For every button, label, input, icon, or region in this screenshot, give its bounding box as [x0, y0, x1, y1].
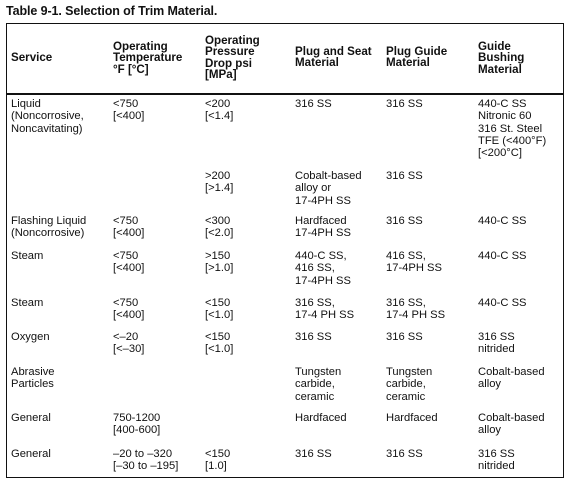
row-flashing-pressure: <300 [<2.0] [205, 215, 234, 240]
header-service: Service [11, 51, 53, 64]
row-liquid-plug-seat: 316 SS [295, 98, 332, 110]
row-abrasive-bushing: Cobalt-based alloy [478, 366, 545, 391]
row-steam-low-pressure: <150 [<1.0] [205, 297, 234, 322]
row-flashing-service: Flashing Liquid (Noncorrosive) [11, 215, 87, 240]
row-steam-low-service: Steam [11, 297, 44, 309]
row-oxygen-pressure: <150 [<1.0] [205, 331, 234, 356]
row-flashing-plug-guide: 316 SS [386, 215, 423, 227]
row-oxygen-bushing: 316 SS nitrided [478, 331, 515, 356]
row-liquid-bushing: 440-C SS Nitronic 60 316 St. Steel TFE (… [478, 98, 547, 160]
row-liquid-service: Liquid (Noncorrosive, Noncavitating) [11, 98, 84, 135]
row-abrasive-plug-guide: Tungsten carbide, ceramic [386, 366, 433, 403]
row-liquid-pressure: <200 [<1.4] [205, 98, 234, 123]
row-flashing-plug-seat: Hardfaced 17-4PH SS [295, 215, 351, 240]
row-steam-high-plug-guide: 416 SS, 17-4PH SS [386, 250, 442, 275]
row-steam-high-service: Steam [11, 250, 44, 262]
row-liquid-high-dp-plug-seat: Cobalt-based alloy or 17-4PH SS [295, 170, 362, 207]
row-liquid-high-dp-plug-guide: 316 SS [386, 170, 423, 182]
row-steam-low-temperature: <750 [<400] [113, 297, 145, 322]
header-operating-temperature: Operating Temperature °F [°C] [113, 40, 183, 76]
row-steam-high-pressure: >150 [>1.0] [205, 250, 234, 275]
row-general-high-temp-bushing: Cobalt-based alloy [478, 412, 545, 437]
row-general-cryo-plug-seat: 316 SS [295, 448, 332, 460]
row-general-high-temp-temperature: 750-1200 [400-600] [113, 412, 161, 437]
row-steam-high-bushing: 440-C SS [478, 250, 527, 262]
row-general-high-temp-plug-guide: Hardfaced [386, 412, 438, 424]
row-abrasive-plug-seat: Tungsten carbide, ceramic [295, 366, 342, 403]
row-general-cryo-bushing: 316 SS nitrided [478, 448, 515, 473]
row-general-cryo-plug-guide: 316 SS [386, 448, 423, 460]
header-plug-seat-material: Plug and Seat Material [295, 45, 372, 70]
row-oxygen-plug-guide: 316 SS [386, 331, 423, 343]
row-general-cryo-temperature: –20 to –320 [–30 to –195] [113, 448, 179, 473]
row-flashing-temperature: <750 [<400] [113, 215, 145, 240]
header-pressure-drop: Operating Pressure Drop psi [MPa] [205, 34, 260, 82]
row-steam-high-plug-seat: 440-C SS, 416 SS, 17-4PH SS [295, 250, 351, 287]
header-plug-guide-material: Plug Guide Material [386, 45, 448, 70]
row-general-cryo-service: General [11, 448, 51, 460]
row-abrasive-service: Abrasive Particles [11, 366, 55, 391]
row-general-high-temp-plug-seat: Hardfaced [295, 412, 347, 424]
row-steam-high-temperature: <750 [<400] [113, 250, 145, 275]
row-liquid-plug-guide: 316 SS [386, 98, 423, 110]
row-liquid-temperature: <750 [<400] [113, 98, 145, 123]
row-steam-low-plug-seat: 316 SS, 17-4 PH SS [295, 297, 355, 322]
table-frame [6, 23, 564, 478]
row-flashing-bushing: 440-C SS [478, 215, 527, 227]
row-general-cryo-pressure: <150 [1.0] [205, 448, 231, 473]
table-title: Table 9-1. Selection of Trim Material. [6, 4, 218, 18]
row-steam-low-bushing: 440-C SS [478, 297, 527, 309]
header-guide-bushing-material: Guide Bushing Material [478, 40, 525, 76]
row-oxygen-service: Oxygen [11, 331, 50, 343]
row-oxygen-temperature: <–20 [<–30] [113, 331, 145, 356]
header-divider [6, 93, 564, 95]
row-steam-low-plug-guide: 316 SS, 17-4 PH SS [386, 297, 446, 322]
row-oxygen-plug-seat: 316 SS [295, 331, 332, 343]
row-liquid-high-dp-pressure: >200 [>1.4] [205, 170, 234, 195]
row-general-high-temp-service: General [11, 412, 51, 424]
